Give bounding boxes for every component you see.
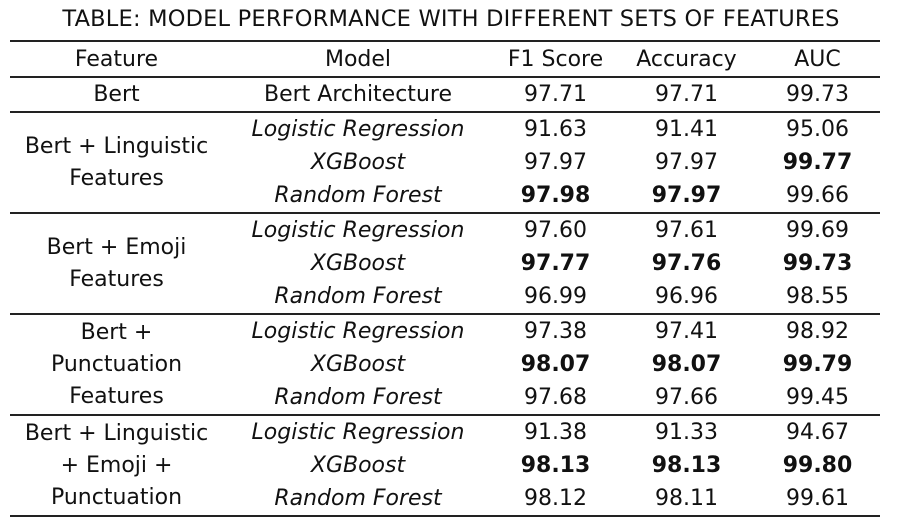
- performance-table: Feature Model F1 Score Accuracy AUC Bert…: [10, 40, 880, 517]
- f1-cell: 98.07: [520, 351, 591, 377]
- f1-cell: 97.97: [524, 149, 587, 175]
- f1-cell: 97.77: [520, 250, 591, 276]
- auc-cell: 95.06: [786, 116, 849, 142]
- f1-cell: 96.99: [524, 283, 587, 309]
- f1-cell: 98.12: [524, 485, 587, 511]
- table-row: Bert + Punctuation Features Logistic Reg…: [10, 314, 880, 409]
- table-row: Random Forest 97.98 97.97 99.66: [10, 179, 880, 213]
- accuracy-cell: 98.13: [651, 452, 722, 478]
- auc-cell: 99.69: [786, 217, 849, 243]
- auc-cell: 99.77: [782, 149, 853, 175]
- auc-cell: 98.55: [786, 283, 849, 309]
- table-caption: TABLE: MODEL PERFORMANCE WITH DIFFERENT …: [62, 6, 840, 32]
- auc-cell: 99.66: [786, 182, 849, 208]
- accuracy-cell: 91.41: [655, 116, 718, 142]
- table-row: Bert + Emoji Features Logistic Regressio…: [10, 213, 880, 292]
- accuracy-cell: 97.76: [651, 250, 722, 276]
- table-row: Bert Bert Architecture 97.71 97.71 99.73: [10, 77, 880, 112]
- f1-cell: 97.98: [520, 182, 591, 208]
- model-cell: Logistic Regression: [251, 419, 465, 445]
- f1-cell: 97.71: [524, 81, 587, 107]
- f1-cell: 97.60: [524, 217, 587, 243]
- table-row: XGBoost 98.07 98.07 99.79: [10, 348, 880, 381]
- accuracy-cell: 97.41: [655, 318, 718, 344]
- header-auc: AUC: [794, 46, 841, 72]
- accuracy-cell: 97.97: [651, 182, 722, 208]
- auc-cell: 99.73: [782, 250, 853, 276]
- auc-cell: 94.67: [786, 419, 849, 445]
- model-cell: Logistic Regression: [251, 217, 465, 243]
- group-bert-punctuation: Bert + Punctuation Features Logistic Reg…: [10, 314, 880, 415]
- auc-cell: 99.73: [786, 81, 849, 107]
- accuracy-cell: 97.61: [655, 217, 718, 243]
- feature-cell: Bert: [93, 81, 140, 107]
- model-cell: XGBoost: [310, 351, 406, 377]
- table-row: XGBoost 98.13 98.13 99.80: [10, 449, 880, 482]
- accuracy-cell: 96.96: [655, 283, 718, 309]
- auc-cell: 99.79: [782, 351, 853, 377]
- table-row: Random Forest 96.99 96.96 98.55: [10, 280, 880, 314]
- table-row: Bert + Linguistic + Emoji + Punctuation …: [10, 415, 880, 510]
- model-cell: Logistic Regression: [251, 318, 465, 344]
- accuracy-cell: 98.11: [655, 485, 718, 511]
- table-row: Random Forest 97.68 97.66 99.45: [10, 381, 880, 415]
- accuracy-cell: 97.97: [655, 149, 718, 175]
- feature-cell: Bert + Punctuation Features: [50, 319, 183, 409]
- group-bert-all-features: Bert + Linguistic + Emoji + Punctuation …: [10, 415, 880, 516]
- model-cell: Random Forest: [274, 182, 442, 208]
- feature-cell: Bert + Emoji Features: [46, 234, 187, 292]
- feature-cell: Bert + Linguistic + Emoji + Punctuation: [24, 420, 209, 510]
- model-cell: Bert Architecture: [264, 81, 452, 107]
- accuracy-cell: 97.66: [655, 384, 718, 410]
- auc-cell: 98.92: [786, 318, 849, 344]
- model-cell: XGBoost: [310, 149, 406, 175]
- table-row: Random Forest 98.12 98.11 99.61: [10, 482, 880, 516]
- group-bert-emoji: Bert + Emoji Features Logistic Regressio…: [10, 213, 880, 314]
- f1-cell: 97.38: [524, 318, 587, 344]
- model-cell: Random Forest: [274, 384, 442, 410]
- table-row: XGBoost 97.77 97.76 99.73: [10, 247, 880, 280]
- group-bert-linguistic: Bert + Linguistic Features Logistic Regr…: [10, 112, 880, 213]
- accuracy-cell: 91.33: [655, 419, 718, 445]
- accuracy-cell: 98.07: [651, 351, 722, 377]
- f1-cell: 91.38: [524, 419, 587, 445]
- model-cell: Logistic Regression: [251, 116, 465, 142]
- model-cell: Random Forest: [274, 485, 442, 511]
- auc-cell: 99.45: [786, 384, 849, 410]
- auc-cell: 99.61: [786, 485, 849, 511]
- f1-cell: 97.68: [524, 384, 587, 410]
- header-feature: Feature: [74, 46, 159, 72]
- feature-cell: Bert + Linguistic Features: [24, 133, 209, 191]
- group-bert: Bert Bert Architecture 97.71 97.71 99.73: [10, 77, 880, 112]
- model-cell: Random Forest: [274, 283, 442, 309]
- f1-cell: 91.63: [524, 116, 587, 142]
- header-accuracy: Accuracy: [636, 46, 737, 72]
- table-row: XGBoost 97.97 97.97 99.77: [10, 146, 880, 179]
- model-cell: XGBoost: [310, 452, 406, 478]
- accuracy-cell: 97.71: [655, 81, 718, 107]
- model-cell: XGBoost: [310, 250, 406, 276]
- header-model: Model: [324, 46, 392, 72]
- table-row: Bert + Linguistic Features Logistic Regr…: [10, 112, 880, 191]
- auc-cell: 99.80: [782, 452, 853, 478]
- header-f1-score: F1 Score: [507, 46, 604, 72]
- header-row: Feature Model F1 Score Accuracy AUC: [10, 41, 880, 77]
- f1-cell: 98.13: [520, 452, 591, 478]
